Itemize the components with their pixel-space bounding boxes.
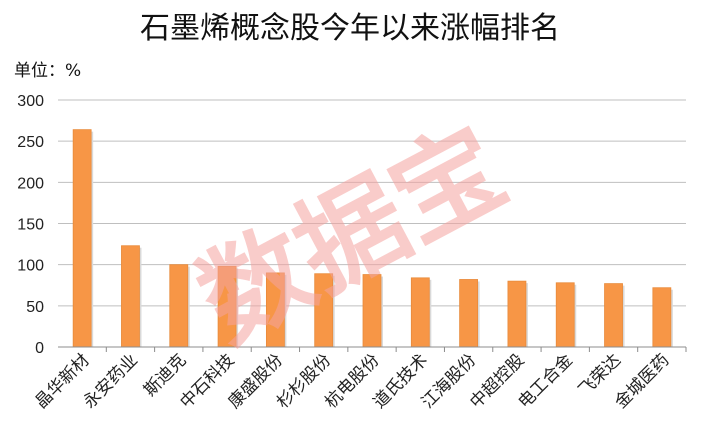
bar (410, 277, 430, 348)
bar (121, 245, 140, 348)
bar (652, 287, 672, 348)
y-tick-label: 50 (26, 299, 44, 316)
unit-label: 单位：% (14, 61, 81, 81)
y-tick-label: 100 (17, 258, 44, 275)
x-tick-label: 永安药业 (80, 350, 142, 412)
y-tick-label: 200 (17, 175, 44, 192)
y-tick-label: 300 (17, 93, 44, 110)
bar (555, 282, 575, 348)
y-tick-label: 0 (35, 340, 44, 357)
y-tick-label: 150 (17, 217, 44, 234)
bar (169, 264, 189, 348)
y-axis-ticks: 0 50 100 150 200 250 300 (17, 93, 44, 357)
bar (604, 283, 623, 348)
chart-title: 石墨烯概念股今年以来涨幅排名 (140, 11, 560, 46)
bar (507, 280, 527, 348)
x-axis-labels: 晶华新材永安药业斯迪克中石科技康盛股份杉杉股份杭电股份道氏技术江海股份中超控股电… (31, 347, 687, 413)
y-tick-label: 250 (17, 134, 44, 151)
bar (459, 279, 479, 348)
bar (72, 129, 92, 348)
x-tick-label: 电工合金 (515, 350, 577, 412)
x-tick-label: 金城医药 (611, 350, 673, 412)
gridlines (58, 99, 686, 307)
bars (72, 129, 673, 348)
